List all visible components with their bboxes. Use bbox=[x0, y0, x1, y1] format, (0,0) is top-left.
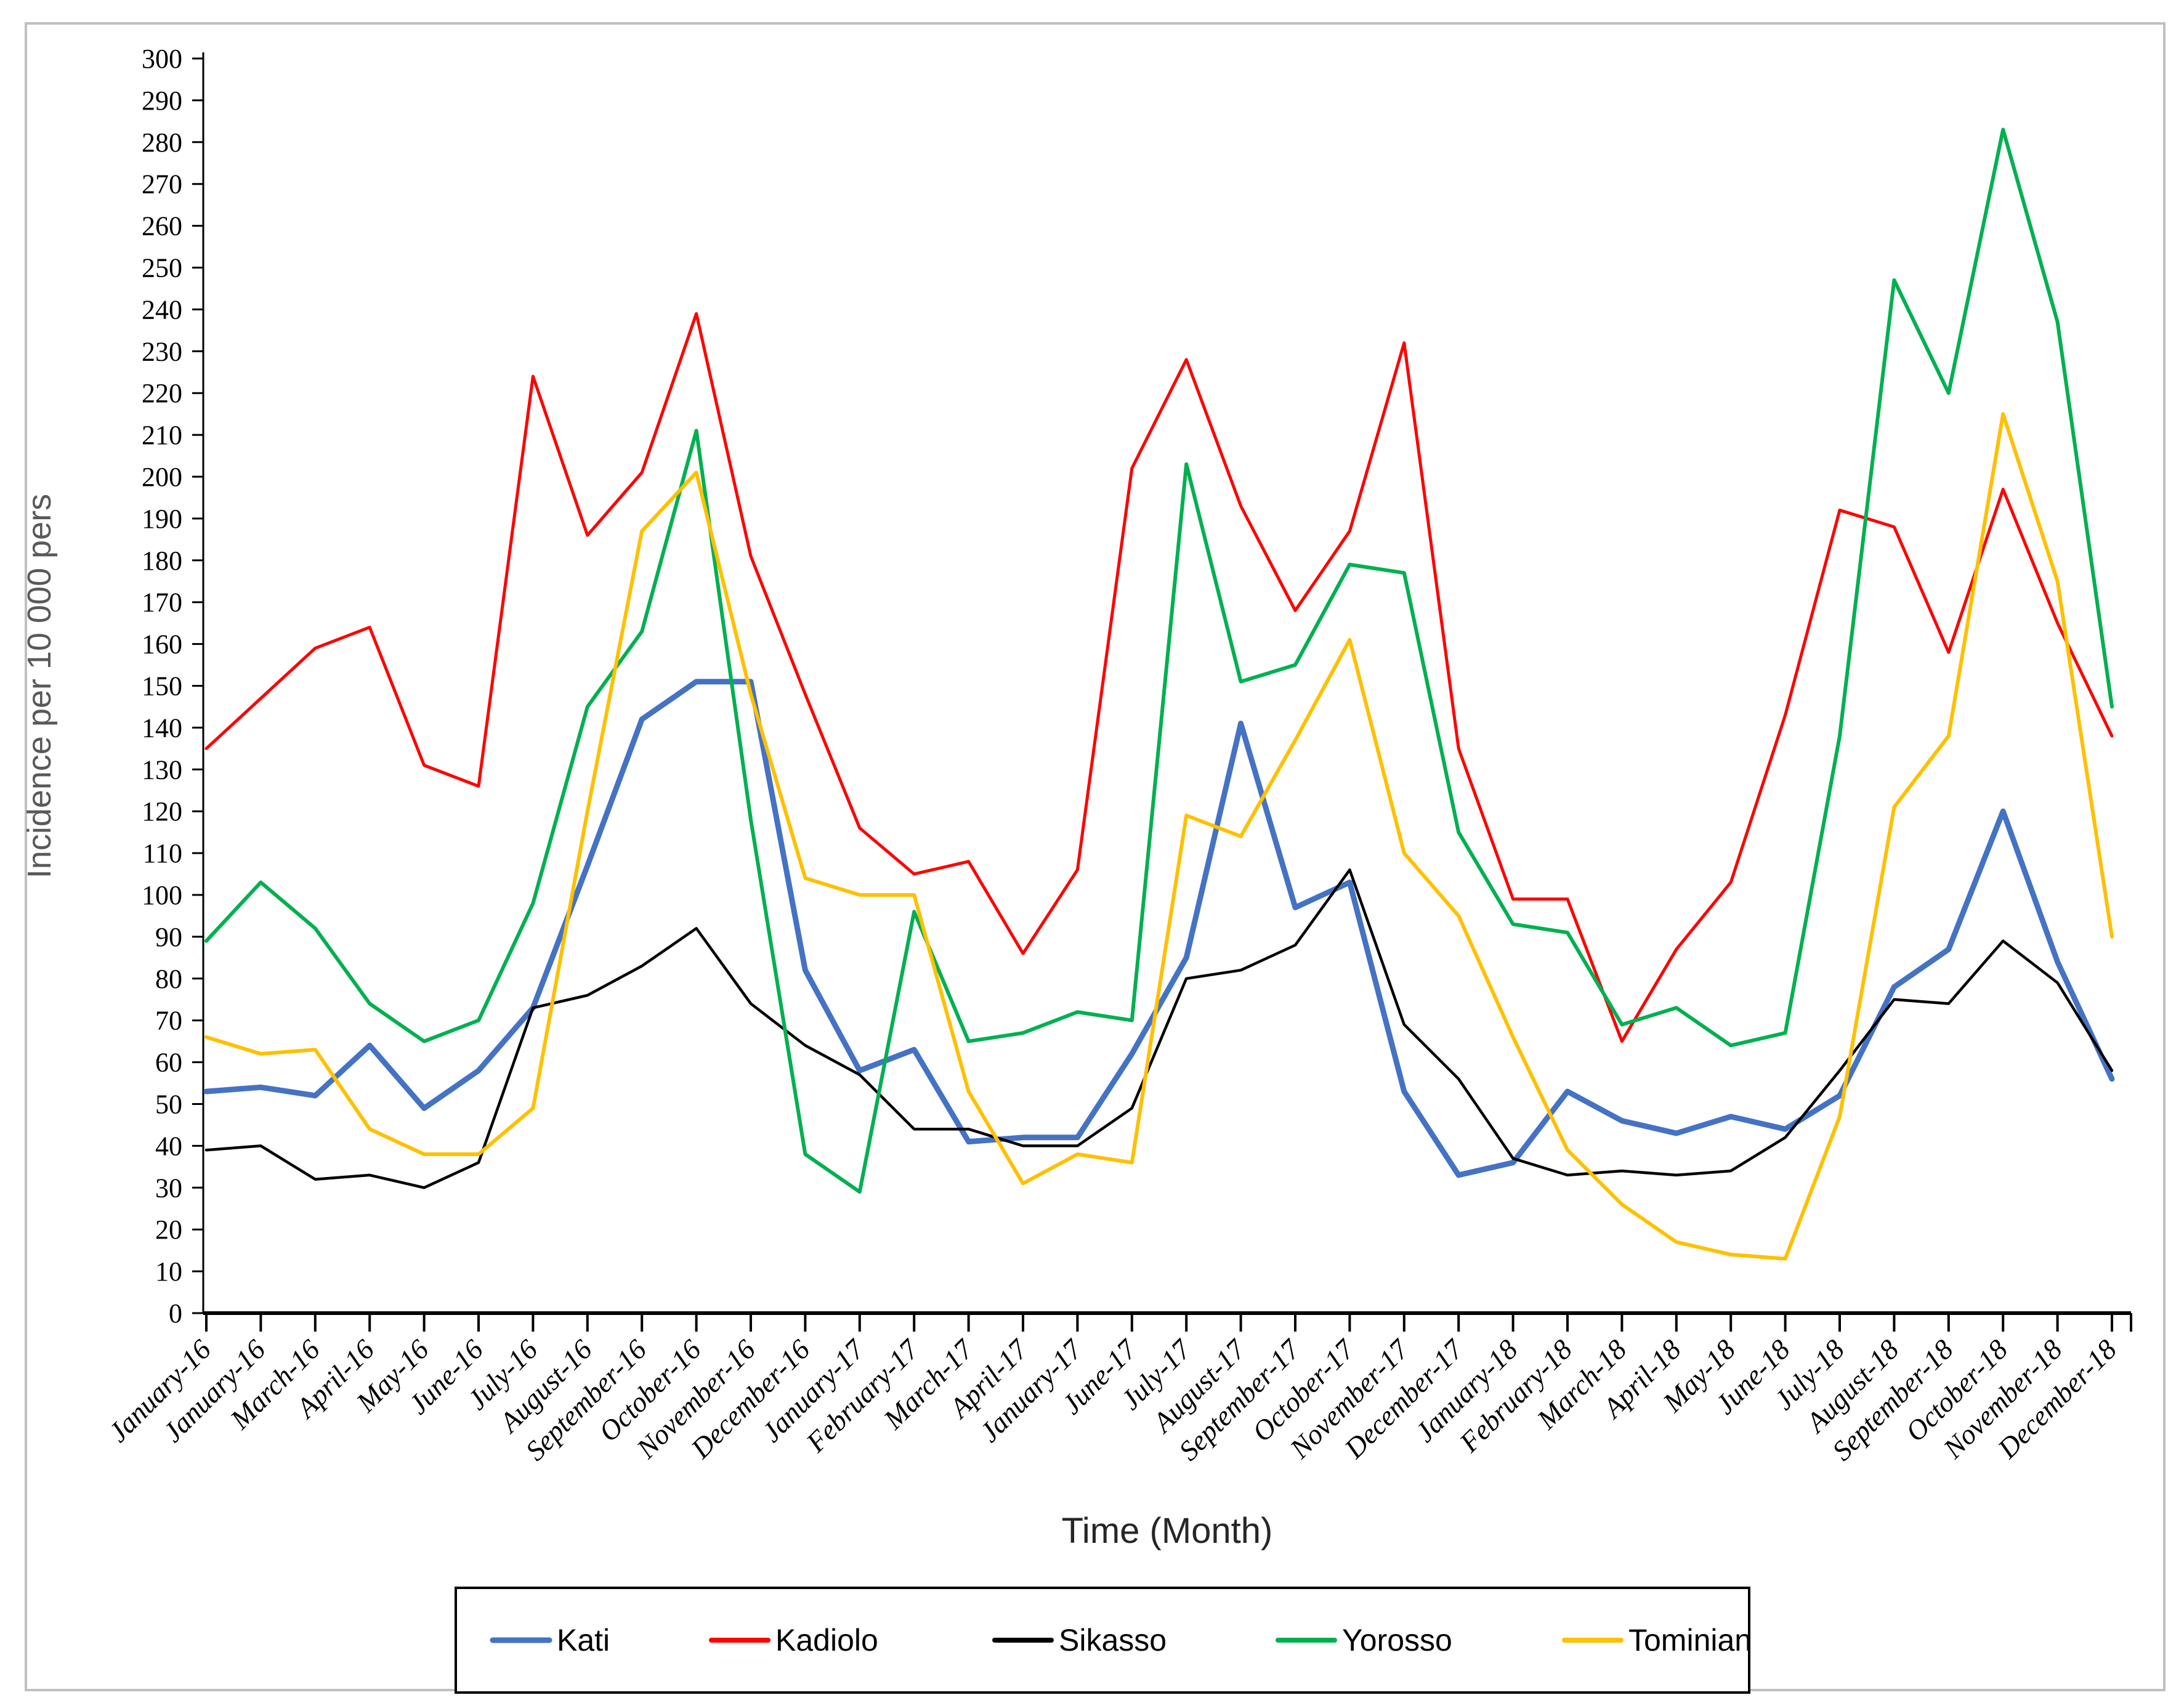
y-tick-label: 240 bbox=[142, 294, 182, 325]
y-tick-label: 150 bbox=[142, 671, 182, 702]
y-tick-label: 160 bbox=[142, 629, 182, 660]
y-tick-label: 40 bbox=[155, 1131, 182, 1161]
y-tick-label: 30 bbox=[155, 1173, 182, 1203]
legend-box bbox=[455, 1587, 1750, 1694]
y-tick-label: 140 bbox=[142, 713, 182, 743]
legend-label-tominian: Tominian bbox=[1628, 1623, 1752, 1657]
y-tick-label: 100 bbox=[142, 880, 182, 910]
x-axis-title: Time (Month) bbox=[1062, 1511, 1273, 1551]
y-tick-label: 250 bbox=[142, 253, 182, 283]
y-axis-title: Incidence per 10 000 pers bbox=[21, 494, 58, 878]
y-tick-label: 170 bbox=[142, 588, 182, 618]
y-tick-label: 130 bbox=[142, 754, 182, 785]
y-tick-label: 270 bbox=[142, 169, 182, 200]
y-tick-label: 200 bbox=[142, 462, 182, 492]
y-tick-label: 300 bbox=[142, 44, 182, 74]
legend-label-kadiolo: Kadiolo bbox=[775, 1623, 878, 1657]
y-tick-label: 260 bbox=[142, 211, 182, 241]
y-tick-label: 110 bbox=[143, 838, 182, 868]
y-tick-label: 60 bbox=[155, 1048, 182, 1078]
y-tick-label: 50 bbox=[155, 1090, 182, 1120]
series-line-kadiolo bbox=[204, 312, 2114, 1043]
y-tick-label: 20 bbox=[155, 1215, 182, 1245]
y-tick-label: 190 bbox=[142, 504, 182, 534]
y-tick-label: 280 bbox=[142, 127, 182, 158]
y-tick-label: 180 bbox=[142, 546, 182, 576]
y-tick-label: 90 bbox=[155, 922, 182, 952]
y-tick-label: 10 bbox=[155, 1256, 182, 1287]
series-line-yorosso bbox=[204, 127, 2114, 1194]
y-tick-label: 210 bbox=[142, 420, 182, 450]
y-tick-label: 220 bbox=[142, 378, 182, 408]
y-tick-label: 230 bbox=[142, 336, 182, 366]
y-tick-label: 290 bbox=[142, 86, 182, 116]
y-tick-label: 70 bbox=[155, 1006, 182, 1036]
series-line-tominian bbox=[204, 412, 2114, 1261]
y-tick-label: 80 bbox=[155, 964, 182, 994]
series-line-kati bbox=[203, 679, 2115, 1178]
legend-label-kati: Kati bbox=[557, 1623, 610, 1657]
legend-label-yorosso: Yorosso bbox=[1342, 1623, 1452, 1657]
legend-label-sikasso: Sikasso bbox=[1059, 1623, 1167, 1657]
y-tick-label: 0 bbox=[169, 1298, 182, 1329]
series-line-sikasso bbox=[204, 868, 2114, 1189]
y-tick-label: 120 bbox=[142, 796, 182, 827]
